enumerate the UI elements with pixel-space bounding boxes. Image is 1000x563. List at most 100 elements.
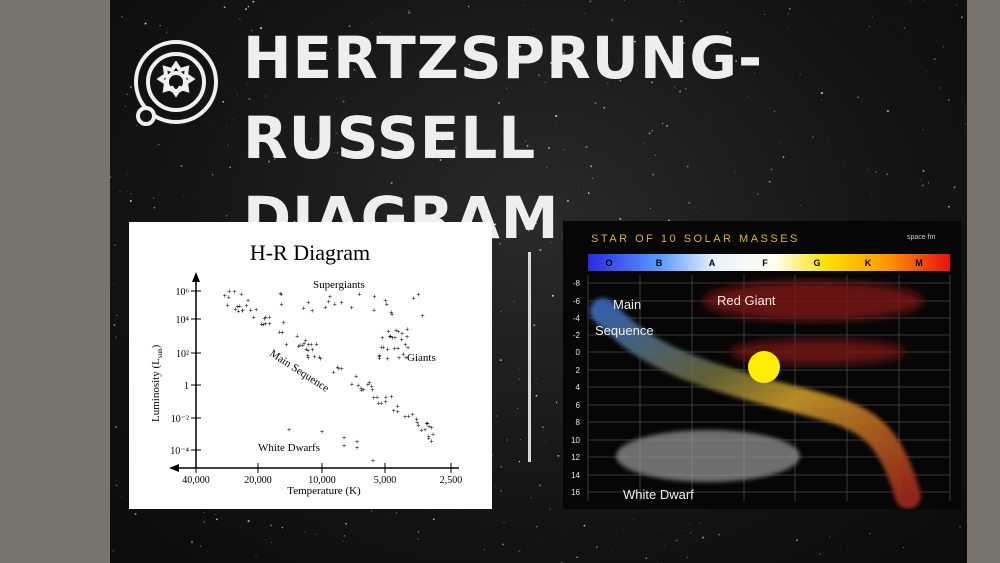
background-star bbox=[611, 19, 613, 21]
background-star bbox=[520, 301, 522, 302]
background-star bbox=[544, 81, 547, 84]
background-star bbox=[640, 55, 642, 57]
background-star bbox=[713, 7, 715, 9]
background-star bbox=[569, 547, 570, 549]
background-star bbox=[796, 539, 799, 542]
background-star bbox=[661, 122, 664, 125]
background-star bbox=[348, 25, 351, 28]
background-star bbox=[212, 174, 214, 176]
background-star bbox=[498, 101, 500, 104]
background-star bbox=[775, 147, 777, 148]
star-point: + bbox=[296, 344, 300, 351]
background-star bbox=[682, 530, 684, 532]
background-star bbox=[267, 160, 271, 163]
background-star bbox=[965, 123, 967, 125]
star-point: + bbox=[415, 417, 419, 424]
star-point: + bbox=[401, 351, 405, 358]
hr-diagram: H-R Diagram 10⁶ 10⁴ 10² 1 10⁻² 10 bbox=[150, 240, 462, 497]
background-star bbox=[400, 58, 403, 60]
magnitude-label: -4 bbox=[573, 314, 581, 323]
star-point: + bbox=[411, 412, 415, 419]
star-point: + bbox=[236, 304, 240, 311]
background-star bbox=[673, 85, 676, 88]
background-star bbox=[788, 8, 791, 10]
background-star bbox=[115, 484, 118, 487]
star-point: + bbox=[394, 327, 398, 334]
background-star bbox=[159, 24, 161, 27]
background-star bbox=[518, 460, 521, 463]
star-point: + bbox=[298, 342, 302, 349]
background-star bbox=[624, 0, 625, 1]
background-star bbox=[735, 60, 737, 62]
star-point: + bbox=[340, 300, 344, 307]
background-star bbox=[317, 121, 319, 123]
background-star bbox=[114, 425, 118, 429]
star-point: + bbox=[350, 305, 354, 312]
background-star bbox=[309, 177, 311, 178]
star-point: + bbox=[241, 308, 245, 315]
background-star bbox=[562, 530, 563, 532]
main-sequence-label: Main Sequence bbox=[267, 347, 331, 394]
background-star bbox=[690, 532, 692, 534]
background-star bbox=[503, 129, 504, 130]
background-star bbox=[513, 300, 515, 303]
star-point: + bbox=[302, 341, 306, 348]
background-star bbox=[442, 140, 444, 142]
spectral-class-label: K bbox=[865, 258, 872, 268]
star-point: + bbox=[315, 341, 319, 348]
star-point: + bbox=[268, 321, 272, 328]
background-star bbox=[828, 141, 829, 142]
background-star bbox=[383, 515, 385, 516]
star-point: + bbox=[366, 382, 370, 389]
star-point: + bbox=[403, 414, 407, 421]
star-point: + bbox=[427, 434, 431, 441]
magnitude-label: -6 bbox=[573, 297, 581, 306]
star-point: + bbox=[386, 347, 390, 354]
hr-diagram-panel: H-R Diagram 10⁶ 10⁴ 10² 1 10⁻² 10 bbox=[129, 222, 492, 509]
magnitude-label: 2 bbox=[576, 366, 581, 375]
background-star bbox=[699, 522, 701, 524]
background-star bbox=[870, 193, 872, 195]
background-star bbox=[871, 16, 873, 18]
background-star bbox=[544, 237, 547, 239]
star-point: + bbox=[268, 315, 272, 322]
background-star bbox=[522, 4, 524, 6]
hr-diagram-title: H-R Diagram bbox=[250, 240, 370, 265]
background-star bbox=[664, 545, 666, 547]
background-star bbox=[868, 25, 871, 28]
background-star bbox=[304, 531, 306, 533]
background-star bbox=[236, 93, 238, 95]
magnitude-label: -2 bbox=[573, 331, 581, 340]
background-star bbox=[407, 9, 409, 11]
panel-divider bbox=[528, 252, 531, 462]
magnitude-label: 14 bbox=[571, 471, 580, 480]
star-point: + bbox=[327, 299, 331, 306]
background-star bbox=[583, 68, 586, 71]
star-point: + bbox=[319, 356, 323, 363]
magnitude-label: 16 bbox=[571, 488, 580, 497]
background-star bbox=[526, 144, 529, 147]
star-point: + bbox=[306, 300, 310, 307]
background-star bbox=[353, 69, 356, 71]
background-star bbox=[246, 83, 248, 85]
background-star bbox=[619, 217, 622, 221]
background-star bbox=[300, 196, 302, 198]
background-star bbox=[562, 236, 563, 238]
star-point: + bbox=[227, 288, 231, 295]
star-point: + bbox=[332, 369, 336, 376]
background-star bbox=[530, 218, 532, 220]
background-star bbox=[467, 5, 470, 8]
star-point: + bbox=[355, 439, 359, 446]
star-point: + bbox=[301, 342, 305, 349]
star-point: + bbox=[359, 388, 363, 395]
background-star bbox=[229, 91, 230, 93]
background-star bbox=[589, 0, 592, 3]
background-star bbox=[283, 41, 286, 44]
background-star bbox=[334, 528, 335, 530]
star-point: + bbox=[310, 308, 314, 315]
background-star bbox=[787, 76, 788, 78]
background-star bbox=[518, 550, 521, 553]
background-star bbox=[535, 222, 537, 225]
background-star bbox=[556, 125, 558, 127]
star-point: + bbox=[377, 356, 381, 363]
